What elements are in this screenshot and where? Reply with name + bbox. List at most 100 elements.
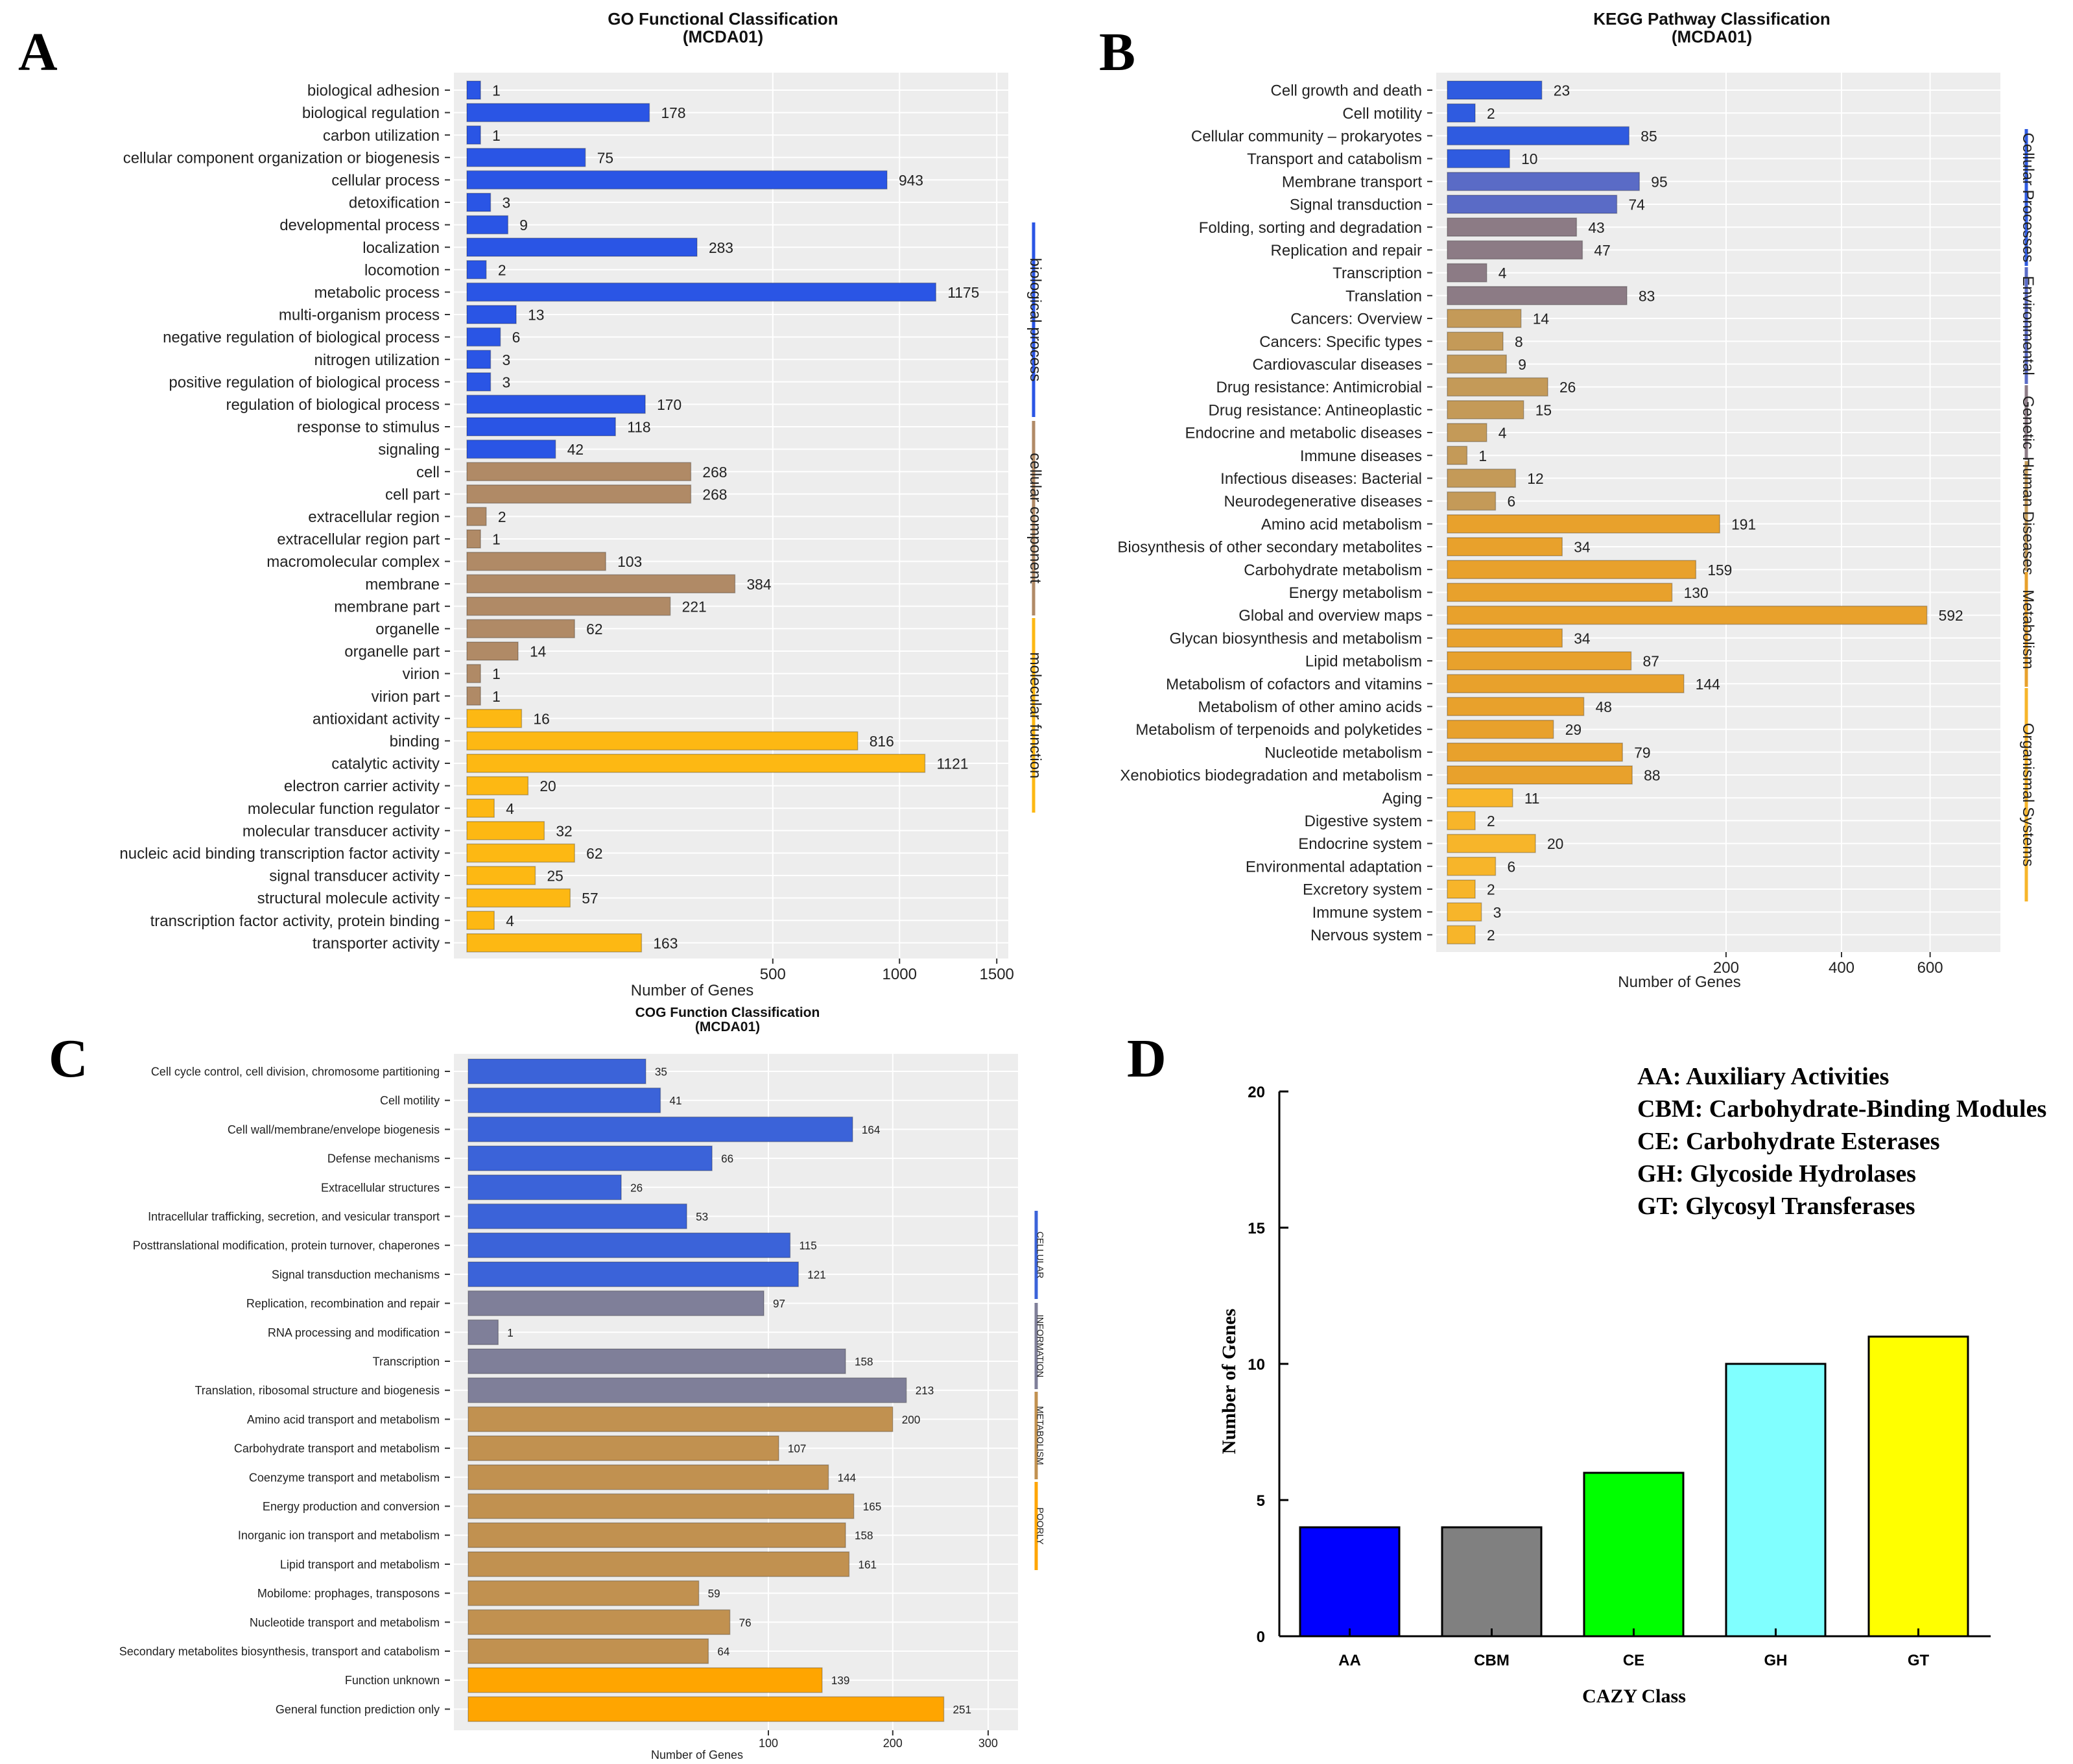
value-label: 20 xyxy=(539,778,556,794)
bar xyxy=(468,1609,731,1636)
category-label: Xenobiotics biodegradation and metabolis… xyxy=(1120,767,1422,785)
value-label: 66 xyxy=(721,1153,733,1165)
bar xyxy=(466,102,650,123)
category-label: Lipid transport and metabolism xyxy=(280,1558,440,1571)
bar xyxy=(466,417,616,436)
value-label: 10 xyxy=(1521,150,1537,167)
category-label: signaling xyxy=(378,441,440,459)
value-label: 144 xyxy=(838,1472,857,1484)
value-label: 121 xyxy=(807,1269,826,1281)
bar xyxy=(468,1087,661,1114)
value-label: 4 xyxy=(1498,425,1507,442)
category-label: Coenzyme transport and metabolism xyxy=(249,1471,440,1484)
value-label: 8 xyxy=(1515,333,1523,350)
value-label: 165 xyxy=(863,1501,882,1513)
chart-subtitle: (MCDA01) xyxy=(683,27,763,46)
bar xyxy=(1867,1335,1969,1638)
legend-entry: CE: Carbohydrate Esterases xyxy=(1637,1128,1940,1155)
category-label: Cellular community – prokaryotes xyxy=(1191,128,1422,145)
bar xyxy=(468,1464,829,1490)
bar xyxy=(1447,811,1476,831)
bar xyxy=(466,170,888,190)
value-label: 4 xyxy=(506,800,514,817)
category-label: Metabolism of other amino acids xyxy=(1198,698,1423,716)
group-label: Metabolism xyxy=(2019,590,2037,669)
bar xyxy=(1447,925,1476,945)
legend-entry: AA: Auxiliary Activities xyxy=(1637,1063,1889,1090)
value-label: 59 xyxy=(708,1588,720,1600)
bar xyxy=(466,237,698,257)
y-tick-label: 5 xyxy=(1257,1492,1265,1510)
bar xyxy=(1447,126,1630,146)
bar xyxy=(466,484,692,504)
value-label: 384 xyxy=(746,576,771,593)
category-label: Global and overview maps xyxy=(1238,607,1422,625)
value-label: 158 xyxy=(855,1355,873,1368)
value-label: 42 xyxy=(567,441,584,458)
value-label: 2 xyxy=(1487,813,1495,829)
category-label: Energy production and conversion xyxy=(263,1500,440,1513)
group-label: POORLY xyxy=(1036,1507,1046,1545)
bar xyxy=(466,866,536,885)
bar xyxy=(466,686,481,706)
chart-subtitle: (MCDA01) xyxy=(695,1019,760,1034)
bar xyxy=(466,529,481,549)
bar xyxy=(1447,263,1487,283)
bar xyxy=(466,350,492,369)
category-label: transporter activity xyxy=(313,935,440,952)
bar xyxy=(466,933,643,953)
value-label: 26 xyxy=(630,1182,643,1194)
bar xyxy=(466,754,926,773)
bar xyxy=(1447,697,1585,717)
value-label: 4 xyxy=(506,912,514,929)
y-tick-label: 20 xyxy=(1248,1084,1265,1101)
bar xyxy=(466,663,481,684)
value-label: 221 xyxy=(682,598,707,615)
bar xyxy=(466,597,671,616)
category-label: Nucleotide metabolism xyxy=(1264,744,1422,761)
category-label: Aging xyxy=(1382,790,1422,807)
value-label: 2 xyxy=(498,261,506,278)
category-label: Amino acid metabolism xyxy=(1261,516,1422,533)
bar xyxy=(466,731,859,751)
category-label: Defense mechanisms xyxy=(327,1152,440,1165)
group-label: METABOLISM xyxy=(1036,1406,1046,1465)
value-label: 1175 xyxy=(947,284,979,301)
value-label: 35 xyxy=(655,1066,667,1078)
value-label: 9 xyxy=(1518,356,1526,373)
bar xyxy=(1447,743,1623,762)
value-label: 1 xyxy=(492,665,501,682)
category-label: positive regulation of biological proces… xyxy=(169,374,440,391)
legend-entry: GH: Glycoside Hydrolases xyxy=(1637,1160,1916,1187)
category-label: Posttranslational modification, protein … xyxy=(133,1239,440,1252)
category-label: Drug resistance: Antineoplastic xyxy=(1208,401,1422,419)
category-label: transcription factor activity, protein b… xyxy=(150,912,440,930)
group-label: cellular component xyxy=(1026,453,1044,584)
bar xyxy=(466,439,556,459)
panel-letter-a: A xyxy=(18,22,58,82)
category-label: Transcription xyxy=(1333,265,1422,282)
bar xyxy=(466,798,495,818)
bar xyxy=(466,125,481,145)
group-label: Environmental xyxy=(2019,276,2037,375)
bar xyxy=(1441,1526,1543,1638)
bar xyxy=(1447,80,1543,100)
bar xyxy=(466,551,606,571)
bar xyxy=(1447,628,1563,648)
bar xyxy=(1447,286,1628,305)
group-label: CELLULAR xyxy=(1036,1232,1046,1278)
category-label: Carbohydrate metabolism xyxy=(1244,562,1422,579)
value-label: 25 xyxy=(547,868,563,885)
cog-classification-chart: Cell cycle control, cell division, chrom… xyxy=(119,1005,1046,1761)
value-label: 251 xyxy=(953,1704,972,1716)
value-label: 15 xyxy=(1535,401,1552,418)
value-label: 816 xyxy=(870,733,894,750)
value-label: 29 xyxy=(1565,721,1581,738)
category-label: Cell growth and death xyxy=(1271,82,1422,100)
bar xyxy=(1447,149,1510,169)
value-label: 130 xyxy=(1684,584,1709,601)
value-label: 1 xyxy=(1478,447,1487,464)
value-label: 3 xyxy=(503,195,511,211)
x-tick-label: AA xyxy=(1338,1652,1361,1669)
